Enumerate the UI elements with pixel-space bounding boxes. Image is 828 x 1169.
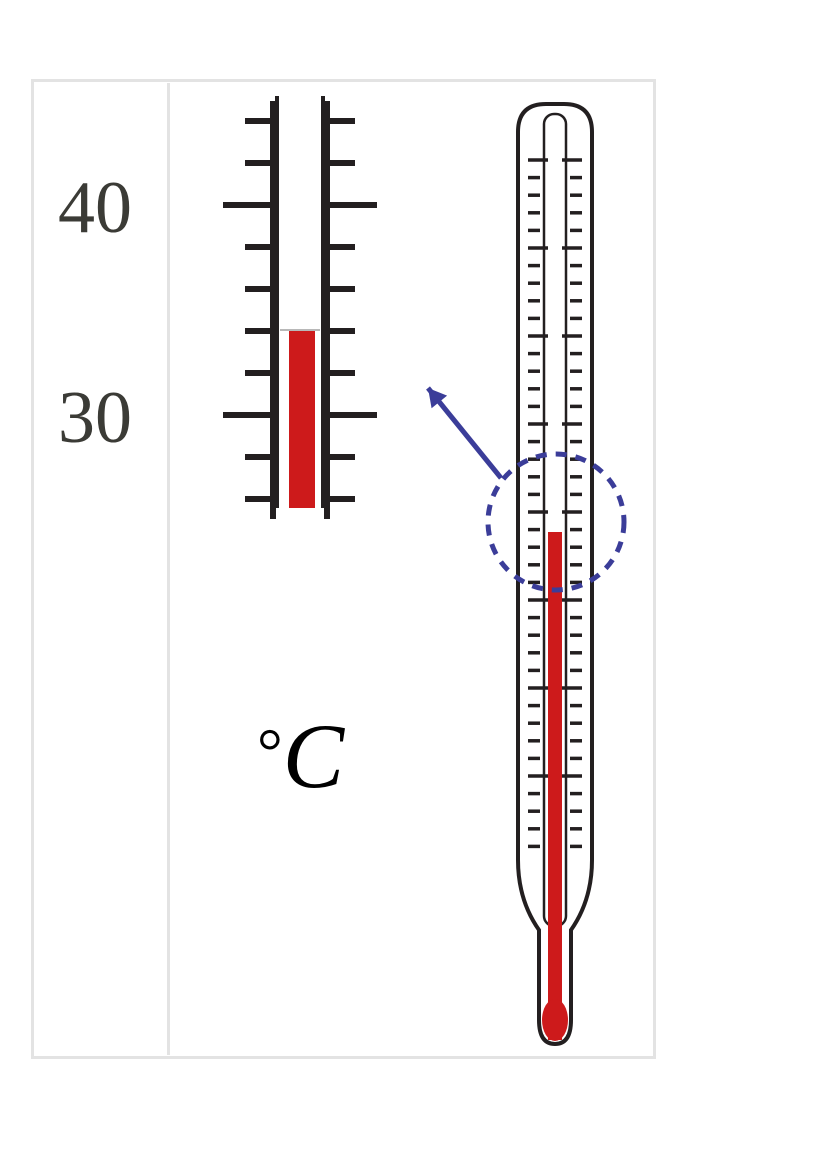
unit-celsius: °C [257,703,344,809]
scale-label-30: 30 [58,376,132,461]
thermometer-mercury [548,532,562,1040]
degree-symbol: ° [257,716,283,787]
scale-label-40: 40 [58,166,132,251]
zoom-mercury [289,330,315,508]
thermometer-bulb-fill [542,999,568,1041]
zoom-scale [175,96,435,508]
celsius-letter: C [283,705,344,807]
thermometer [500,100,610,1035]
